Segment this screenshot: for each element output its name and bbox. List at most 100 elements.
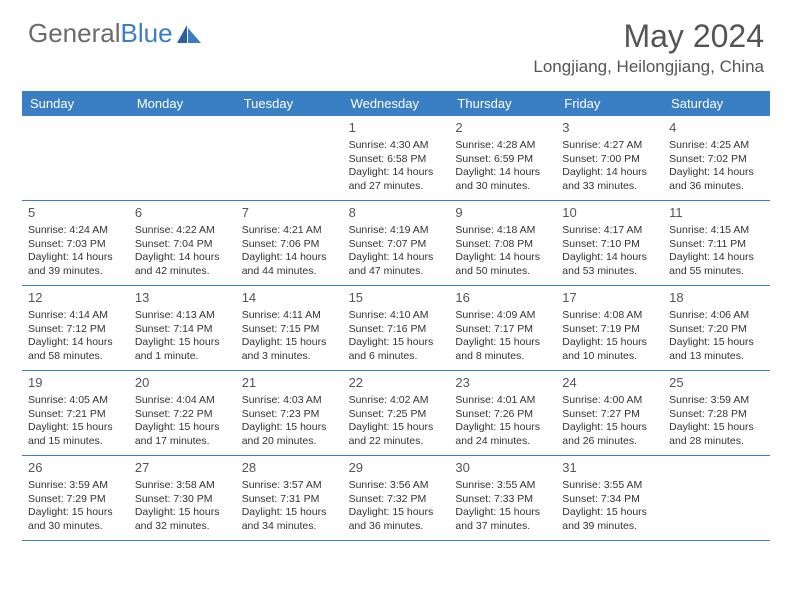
day-cell: 16Sunrise: 4:09 AMSunset: 7:17 PMDayligh… bbox=[449, 286, 556, 370]
day-cell: 24Sunrise: 4:00 AMSunset: 7:27 PMDayligh… bbox=[556, 371, 663, 455]
sunrise-line: Sunrise: 4:06 AM bbox=[669, 309, 764, 323]
daylight-line: Daylight: 15 hours and 36 minutes. bbox=[349, 506, 444, 533]
logo-text-1: General bbox=[28, 18, 121, 48]
day-header: Wednesday bbox=[343, 91, 450, 116]
daylight-line: Daylight: 15 hours and 17 minutes. bbox=[135, 421, 230, 448]
sunrise-line: Sunrise: 3:59 AM bbox=[669, 394, 764, 408]
day-cell: 9Sunrise: 4:18 AMSunset: 7:08 PMDaylight… bbox=[449, 201, 556, 285]
sunrise-line: Sunrise: 4:30 AM bbox=[349, 139, 444, 153]
day-cell: 12Sunrise: 4:14 AMSunset: 7:12 PMDayligh… bbox=[22, 286, 129, 370]
sunrise-line: Sunrise: 4:10 AM bbox=[349, 309, 444, 323]
sunset-line: Sunset: 7:26 PM bbox=[455, 408, 550, 422]
sunset-line: Sunset: 7:12 PM bbox=[28, 323, 123, 337]
sunrise-line: Sunrise: 4:19 AM bbox=[349, 224, 444, 238]
daylight-line: Daylight: 14 hours and 27 minutes. bbox=[349, 166, 444, 193]
weeks-container: 1Sunrise: 4:30 AMSunset: 6:58 PMDaylight… bbox=[22, 116, 770, 541]
sunrise-line: Sunrise: 4:05 AM bbox=[28, 394, 123, 408]
day-cell: 19Sunrise: 4:05 AMSunset: 7:21 PMDayligh… bbox=[22, 371, 129, 455]
sunset-line: Sunset: 7:28 PM bbox=[669, 408, 764, 422]
day-number: 18 bbox=[669, 290, 764, 307]
sunset-line: Sunset: 7:19 PM bbox=[562, 323, 657, 337]
sunset-line: Sunset: 7:14 PM bbox=[135, 323, 230, 337]
day-number: 24 bbox=[562, 375, 657, 392]
sunset-line: Sunset: 7:15 PM bbox=[242, 323, 337, 337]
sunset-line: Sunset: 7:29 PM bbox=[28, 493, 123, 507]
day-number: 12 bbox=[28, 290, 123, 307]
day-cell: 4Sunrise: 4:25 AMSunset: 7:02 PMDaylight… bbox=[663, 116, 770, 200]
day-number: 13 bbox=[135, 290, 230, 307]
day-cell: 2Sunrise: 4:28 AMSunset: 6:59 PMDaylight… bbox=[449, 116, 556, 200]
day-cell: 29Sunrise: 3:56 AMSunset: 7:32 PMDayligh… bbox=[343, 456, 450, 540]
day-cell: 31Sunrise: 3:55 AMSunset: 7:34 PMDayligh… bbox=[556, 456, 663, 540]
sunrise-line: Sunrise: 4:01 AM bbox=[455, 394, 550, 408]
day-number: 19 bbox=[28, 375, 123, 392]
sunrise-line: Sunrise: 4:28 AM bbox=[455, 139, 550, 153]
daylight-line: Daylight: 15 hours and 10 minutes. bbox=[562, 336, 657, 363]
sunset-line: Sunset: 7:20 PM bbox=[669, 323, 764, 337]
empty-day-cell bbox=[22, 116, 129, 200]
daylight-line: Daylight: 15 hours and 24 minutes. bbox=[455, 421, 550, 448]
day-cell: 1 Sunrise: 4:30 AMSunset: 6:58 PMDaylight… bbox=[343, 116, 450, 200]
sunrise-line: Sunrise: 4:00 AM bbox=[562, 394, 657, 408]
sunrise-line: Sunrise: 3:55 AM bbox=[455, 479, 550, 493]
day-cell: 15Sunrise: 4:10 AMSunset: 7:16 PMDayligh… bbox=[343, 286, 450, 370]
daylight-line: Daylight: 14 hours and 42 minutes. bbox=[135, 251, 230, 278]
sunset-line: Sunset: 6:59 PM bbox=[455, 153, 550, 167]
daylight-line: Daylight: 14 hours and 53 minutes. bbox=[562, 251, 657, 278]
day-number: 14 bbox=[242, 290, 337, 307]
day-header: Saturday bbox=[663, 91, 770, 116]
day-cell: 10Sunrise: 4:17 AMSunset: 7:10 PMDayligh… bbox=[556, 201, 663, 285]
sunrise-line: Sunrise: 3:57 AM bbox=[242, 479, 337, 493]
sunset-line: Sunset: 7:32 PM bbox=[349, 493, 444, 507]
sunset-line: Sunset: 7:03 PM bbox=[28, 238, 123, 252]
day-number: 8 bbox=[349, 205, 444, 222]
day-number: 9 bbox=[455, 205, 550, 222]
day-number: 20 bbox=[135, 375, 230, 392]
day-number: 16 bbox=[455, 290, 550, 307]
day-cell: 25Sunrise: 3:59 AMSunset: 7:28 PMDayligh… bbox=[663, 371, 770, 455]
sunrise-line: Sunrise: 3:56 AM bbox=[349, 479, 444, 493]
day-headers-row: SundayMondayTuesdayWednesdayThursdayFrid… bbox=[22, 91, 770, 116]
sunrise-line: Sunrise: 4:18 AM bbox=[455, 224, 550, 238]
week-row: 19Sunrise: 4:05 AMSunset: 7:21 PMDayligh… bbox=[22, 371, 770, 456]
day-cell: 8Sunrise: 4:19 AMSunset: 7:07 PMDaylight… bbox=[343, 201, 450, 285]
day-cell: 18Sunrise: 4:06 AMSunset: 7:20 PMDayligh… bbox=[663, 286, 770, 370]
logo-sail-icon bbox=[177, 25, 201, 43]
daylight-line: Daylight: 15 hours and 1 minute. bbox=[135, 336, 230, 363]
daylight-line: Daylight: 14 hours and 47 minutes. bbox=[349, 251, 444, 278]
header: GeneralBlue May 2024 Longjiang, Heilongj… bbox=[0, 0, 792, 83]
logo-text-2: Blue bbox=[121, 18, 173, 48]
daylight-line: Daylight: 15 hours and 20 minutes. bbox=[242, 421, 337, 448]
daylight-line: Daylight: 15 hours and 34 minutes. bbox=[242, 506, 337, 533]
sunset-line: Sunset: 7:04 PM bbox=[135, 238, 230, 252]
day-header: Monday bbox=[129, 91, 236, 116]
sunrise-line: Sunrise: 4:11 AM bbox=[242, 309, 337, 323]
sunrise-line: Sunrise: 4:04 AM bbox=[135, 394, 230, 408]
sunset-line: Sunset: 7:10 PM bbox=[562, 238, 657, 252]
day-cell: 14 Sunrise: 4:11 AMSunset: 7:15 PMDayligh… bbox=[236, 286, 343, 370]
sunrise-line: Sunrise: 4:02 AM bbox=[349, 394, 444, 408]
sunset-line: Sunset: 7:34 PM bbox=[562, 493, 657, 507]
daylight-line: Daylight: 15 hours and 8 minutes. bbox=[455, 336, 550, 363]
day-number: 1 bbox=[349, 120, 444, 137]
sunset-line: Sunset: 7:27 PM bbox=[562, 408, 657, 422]
day-number: 15 bbox=[349, 290, 444, 307]
sunrise-line: Sunrise: 4:25 AM bbox=[669, 139, 764, 153]
day-header: Thursday bbox=[449, 91, 556, 116]
day-cell: 7Sunrise: 4:21 AMSunset: 7:06 PMDaylight… bbox=[236, 201, 343, 285]
day-number: 22 bbox=[349, 375, 444, 392]
daylight-line: Daylight: 14 hours and 44 minutes. bbox=[242, 251, 337, 278]
sunrise-line: Sunrise: 4:17 AM bbox=[562, 224, 657, 238]
sunset-line: Sunset: 7:23 PM bbox=[242, 408, 337, 422]
sunset-line: Sunset: 7:17 PM bbox=[455, 323, 550, 337]
day-number: 28 bbox=[242, 460, 337, 477]
day-header: Friday bbox=[556, 91, 663, 116]
sunrise-line: Sunrise: 4:27 AM bbox=[562, 139, 657, 153]
location-text: Longjiang, Heilongjiang, China bbox=[533, 57, 764, 77]
day-cell: 30Sunrise: 3:55 AMSunset: 7:33 PMDayligh… bbox=[449, 456, 556, 540]
sunset-line: Sunset: 6:58 PM bbox=[349, 153, 444, 167]
logo: GeneralBlue bbox=[28, 18, 201, 49]
sunrise-line: Sunrise: 4:24 AM bbox=[28, 224, 123, 238]
day-number: 17 bbox=[562, 290, 657, 307]
daylight-line: Daylight: 15 hours and 3 minutes. bbox=[242, 336, 337, 363]
